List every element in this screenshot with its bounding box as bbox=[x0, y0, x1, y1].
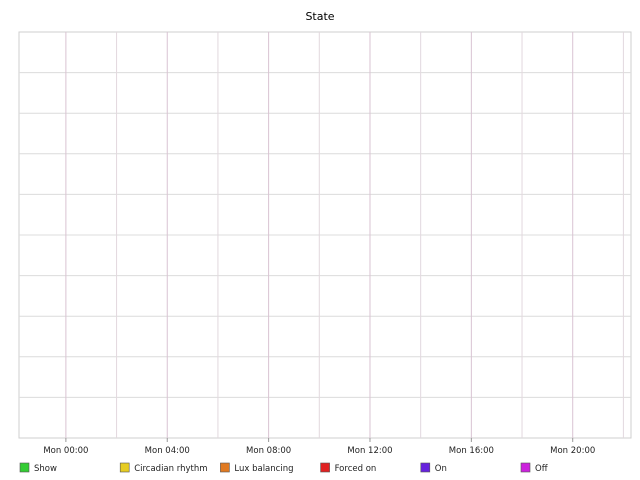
horizontal-gridlines bbox=[19, 72, 631, 398]
vertical-gridlines bbox=[65, 32, 624, 438]
legend-label: Lux balancing bbox=[234, 464, 293, 474]
legend-swatch bbox=[520, 462, 531, 473]
legend-swatch bbox=[320, 462, 330, 473]
legend-label: Forced on bbox=[335, 464, 377, 474]
legend-label: Circadian rhythm bbox=[134, 464, 207, 474]
legend-label: On bbox=[435, 464, 447, 474]
legend-swatch bbox=[119, 462, 130, 473]
legend-swatch bbox=[420, 462, 431, 473]
x-tick-label: Mon 12:00 bbox=[347, 446, 392, 456]
legend-swatch bbox=[220, 462, 230, 473]
legend-swatch bbox=[19, 462, 30, 473]
legend-label: Show bbox=[34, 464, 57, 474]
x-tick-label: Mon 00:00 bbox=[43, 446, 88, 456]
chart-title: State bbox=[305, 10, 334, 23]
legend-label: Off bbox=[535, 464, 549, 474]
x-tick-label: Mon 04:00 bbox=[145, 446, 190, 456]
legend: Show Circadian rhythm Lux balancing Forced … bbox=[19, 462, 549, 474]
x-tick-label: Mon 20:00 bbox=[550, 446, 595, 456]
x-tick-label: Mon 08:00 bbox=[246, 446, 291, 456]
x-tick-label: Mon 16:00 bbox=[449, 446, 494, 456]
x-axis-ticks: Mon 00:00 Mon 04:00 Mon 08:00 Mon 12:00 Mon … bbox=[43, 438, 595, 456]
